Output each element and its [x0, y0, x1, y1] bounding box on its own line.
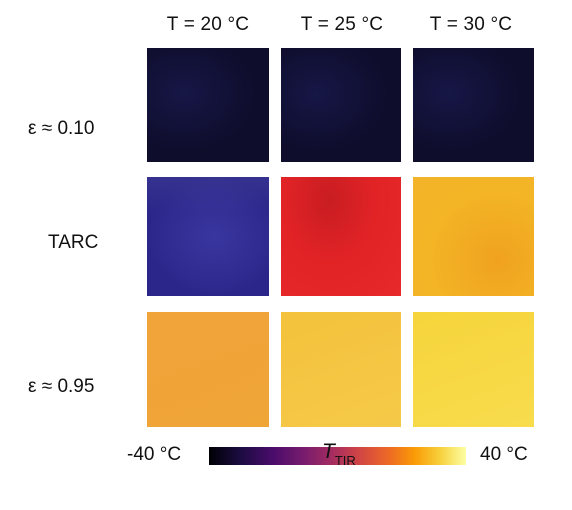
- colorbar-min-label: -40 °C: [127, 444, 182, 465]
- column-label-30c: T = 30 °C: [429, 14, 513, 35]
- column-label-20c: T = 20 °C: [166, 14, 250, 35]
- thermal-tile-high-emissivity-25c: [281, 312, 401, 427]
- thermal-tile-tarc-25c: [281, 177, 401, 296]
- colorbar-max-label: 40 °C: [480, 444, 528, 465]
- thermal-tile-low-emissivity-20c: [147, 48, 269, 162]
- thermal-tile-high-emissivity-20c: [147, 312, 269, 427]
- thermal-tile-low-emissivity-30c: [413, 48, 534, 162]
- row-label-emissivity-low: ε ≈ 0.10: [28, 118, 95, 139]
- row-label-emissivity-high: ε ≈ 0.95: [28, 376, 95, 397]
- row-label-tarc: TARC: [48, 232, 99, 253]
- thermal-tile-tarc-20c: [147, 177, 269, 296]
- thermal-tile-high-emissivity-30c: [413, 312, 534, 427]
- temperature-colorbar: [209, 447, 466, 465]
- colorbar-title: TTIR: [322, 440, 356, 468]
- column-label-25c: T = 25 °C: [300, 14, 384, 35]
- thermal-tile-tarc-30c: [413, 177, 534, 296]
- thermal-tile-low-emissivity-25c: [281, 48, 401, 162]
- colorbar-title-main: T: [322, 440, 335, 463]
- colorbar-title-subscript: TIR: [334, 453, 356, 468]
